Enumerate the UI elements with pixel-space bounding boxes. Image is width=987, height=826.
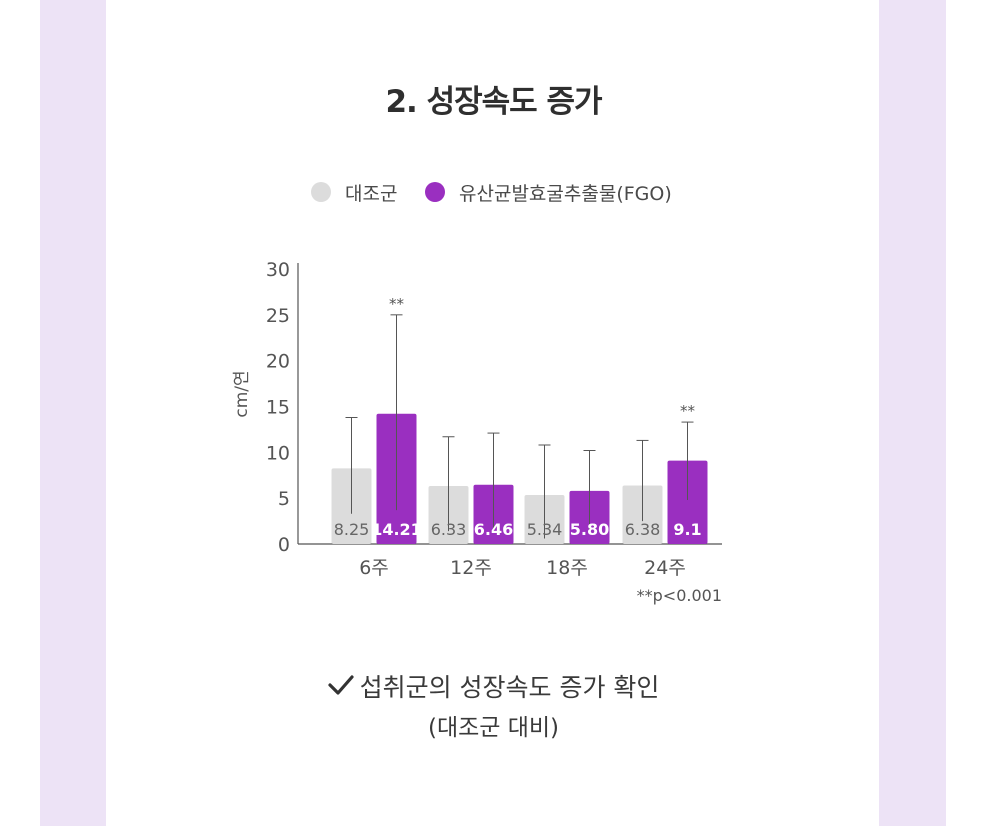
data-label-control: 8.25 bbox=[334, 520, 370, 539]
chart-legend: 대조군 유산균발효굴추출물(FGO) bbox=[0, 178, 987, 206]
y-tick-label: 10 bbox=[266, 442, 290, 464]
y-axis-label: cm/연 bbox=[232, 370, 252, 417]
p-value-note: **p<0.001 bbox=[637, 586, 722, 605]
y-tick-label: 25 bbox=[266, 305, 290, 327]
data-label-control: 6.33 bbox=[431, 520, 467, 539]
conclusion-text: 섭취군의 성장속도 증가 확인 bbox=[359, 673, 660, 702]
conclusion: 섭취군의 성장속도 증가 확인 (대조군 대비) bbox=[0, 668, 987, 748]
x-tick-label: 12주 bbox=[450, 557, 492, 579]
check-icon bbox=[327, 668, 354, 708]
legend-label-control: 대조군 bbox=[345, 182, 398, 205]
bar-treatment bbox=[667, 460, 708, 544]
data-label-control: 5.34 bbox=[527, 520, 563, 539]
y-tick-label: 0 bbox=[278, 534, 290, 556]
significance-marker: ** bbox=[389, 295, 405, 313]
conclusion-subtext: (대조군 대비) bbox=[427, 715, 560, 741]
x-tick-label: 18주 bbox=[546, 557, 588, 579]
y-tick-label: 30 bbox=[266, 259, 290, 281]
x-tick-label: 6주 bbox=[359, 557, 389, 579]
y-tick-label: 20 bbox=[266, 351, 290, 373]
legend-item-control: 대조군 bbox=[311, 178, 397, 206]
significance-marker: ** bbox=[680, 402, 696, 420]
legend-item-treatment: 유산균발효굴추출물(FGO) bbox=[425, 178, 672, 206]
content-card bbox=[106, 0, 879, 826]
legend-swatch-control bbox=[311, 182, 331, 202]
data-label-treatment: 14.21 bbox=[371, 520, 422, 539]
y-tick-label: 15 bbox=[266, 397, 290, 419]
legend-label-treatment: 유산균발효굴추출물(FGO) bbox=[459, 182, 672, 205]
data-label-control: 6.38 bbox=[625, 520, 661, 539]
y-tick-label: 5 bbox=[278, 488, 290, 510]
section-title: 2. 성장속도 증가 bbox=[385, 84, 602, 120]
right-side-band bbox=[879, 0, 946, 826]
x-tick-label: 24주 bbox=[644, 557, 686, 579]
legend-swatch-treatment bbox=[425, 182, 445, 202]
data-label-treatment: 9.1 bbox=[673, 520, 701, 539]
data-label-treatment: 6.46 bbox=[474, 520, 513, 539]
left-side-band bbox=[40, 0, 106, 826]
data-label-treatment: 5.80 bbox=[570, 520, 609, 539]
